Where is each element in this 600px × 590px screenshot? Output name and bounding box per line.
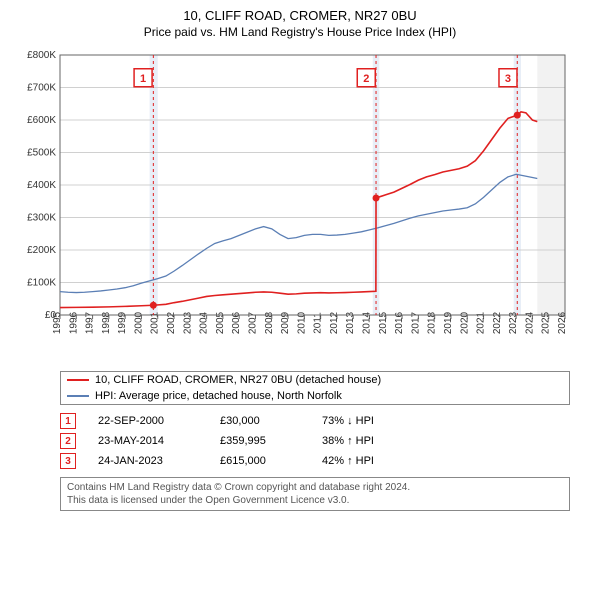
legend-item: HPI: Average price, detached house, Nort… (61, 388, 569, 404)
sale-price: £615,000 (220, 455, 300, 467)
y-tick-label: £200K (27, 245, 56, 256)
sale-date: 22-SEP-2000 (98, 415, 198, 427)
sale-row-badge: 2 (60, 433, 76, 449)
sale-row-badge: 3 (60, 453, 76, 469)
sale-marker-dot (373, 195, 380, 202)
line-chart: £0£100K£200K£300K£400K£500K£600K£700K£80… (10, 45, 570, 365)
y-tick-label: £800K (27, 50, 56, 61)
legend-label: HPI: Average price, detached house, Nort… (95, 390, 342, 402)
sale-badge-num: 3 (505, 73, 511, 85)
y-tick-label: £400K (27, 180, 56, 191)
sale-row-badge: 1 (60, 413, 76, 429)
attribution-line-2: This data is licensed under the Open Gov… (67, 494, 563, 507)
sale-price: £359,995 (220, 435, 300, 447)
sale-hpi-pct: 73% ↓ HPI (322, 415, 412, 427)
sale-hpi-pct: 42% ↑ HPI (322, 455, 412, 467)
legend-swatch (67, 395, 89, 397)
legend-item: 10, CLIFF ROAD, CROMER, NR27 0BU (detach… (61, 372, 569, 388)
legend-label: 10, CLIFF ROAD, CROMER, NR27 0BU (detach… (95, 374, 381, 386)
chart-title: 10, CLIFF ROAD, CROMER, NR27 0BU (10, 8, 590, 23)
sale-marker-dot (150, 302, 157, 309)
sale-badge-num: 1 (140, 73, 146, 85)
y-tick-label: £100K (27, 278, 56, 289)
chart-area: £0£100K£200K£300K£400K£500K£600K£700K£80… (10, 45, 590, 365)
y-tick-label: £500K (27, 148, 56, 159)
chart-subtitle: Price paid vs. HM Land Registry's House … (10, 25, 590, 39)
sale-hpi-pct: 38% ↑ HPI (322, 435, 412, 447)
sale-row: 3 24-JAN-2023 £615,000 42% ↑ HPI (60, 451, 590, 471)
sale-badge-num: 2 (363, 73, 369, 85)
attribution-box: Contains HM Land Registry data © Crown c… (60, 477, 570, 511)
legend-box: 10, CLIFF ROAD, CROMER, NR27 0BU (detach… (60, 371, 570, 405)
sales-table: 1 22-SEP-2000 £30,000 73% ↓ HPI 2 23-MAY-2014… (60, 411, 590, 471)
attribution-line-1: Contains HM Land Registry data © Crown c… (67, 481, 563, 494)
series-line (60, 174, 537, 292)
legend-swatch (67, 379, 89, 381)
sale-row: 1 22-SEP-2000 £30,000 73% ↓ HPI (60, 411, 590, 431)
series-line (60, 112, 537, 308)
sale-price: £30,000 (220, 415, 300, 427)
sale-date: 23-MAY-2014 (98, 435, 198, 447)
sale-date: 24-JAN-2023 (98, 455, 198, 467)
y-tick-label: £600K (27, 115, 56, 126)
sale-row: 2 23-MAY-2014 £359,995 38% ↑ HPI (60, 431, 590, 451)
y-tick-label: £300K (27, 213, 56, 224)
y-tick-label: £700K (27, 83, 56, 94)
sale-marker-dot (514, 112, 521, 119)
